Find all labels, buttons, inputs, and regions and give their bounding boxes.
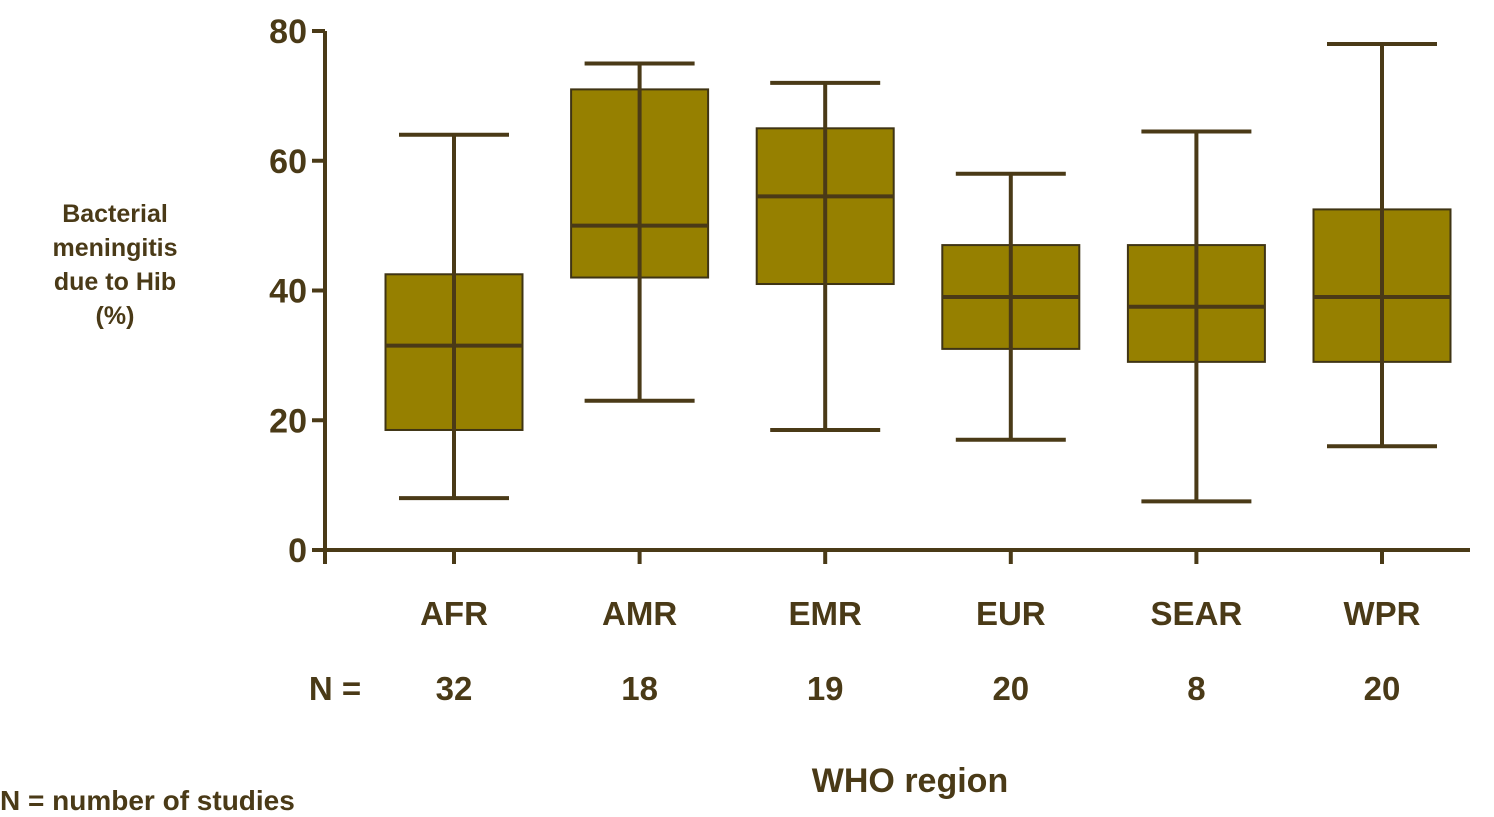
n-value: 32: [436, 670, 473, 707]
x-tick-label: SEAR: [1151, 595, 1243, 632]
n-value: 8: [1187, 670, 1205, 707]
axes: [312, 29, 1470, 564]
n-value: 19: [807, 670, 844, 707]
x-axis-label: WHO region: [812, 762, 1008, 800]
x-tick-label: WPR: [1344, 595, 1421, 632]
y-axis-label: Bacterial meningitis due to Hib (%): [0, 197, 230, 333]
box-afr: [384, 132, 524, 501]
x-tick-label: EMR: [789, 595, 863, 632]
labels: 0 20 40 60 80 AFR AMR EMR EUR SEAR WPR N = 32 18 19 20 8…: [269, 13, 1420, 800]
x-tick-label: AFR: [420, 595, 488, 632]
box-emr: [755, 80, 895, 432]
y-axis-label-line: meningitis: [52, 234, 178, 262]
n-value: 18: [621, 670, 658, 707]
y-tick-label: 60: [269, 143, 307, 181]
y-tick-label: 20: [269, 402, 307, 440]
x-tick-label: EUR: [976, 595, 1046, 632]
x-tick-label: AMR: [602, 595, 677, 632]
y-axis-label-line: due to Hib: [53, 268, 177, 296]
box-wpr: [1312, 41, 1452, 449]
y-tick-label: 40: [269, 273, 307, 311]
y-axis-label-line: (%): [95, 302, 135, 330]
y-axis-label-line: Bacterial: [62, 200, 168, 228]
box-eur: [941, 171, 1081, 442]
n-label: N =: [309, 670, 361, 707]
n-value: 20: [992, 670, 1029, 707]
n-value: 20: [1364, 670, 1401, 707]
footnote: N = number of studies: [0, 785, 295, 816]
box-sear: [1126, 129, 1266, 504]
y-tick-label: 80: [269, 13, 307, 51]
y-tick-label: 0: [288, 532, 307, 570]
box-amr: [570, 61, 710, 403]
boxes: [384, 41, 1452, 504]
